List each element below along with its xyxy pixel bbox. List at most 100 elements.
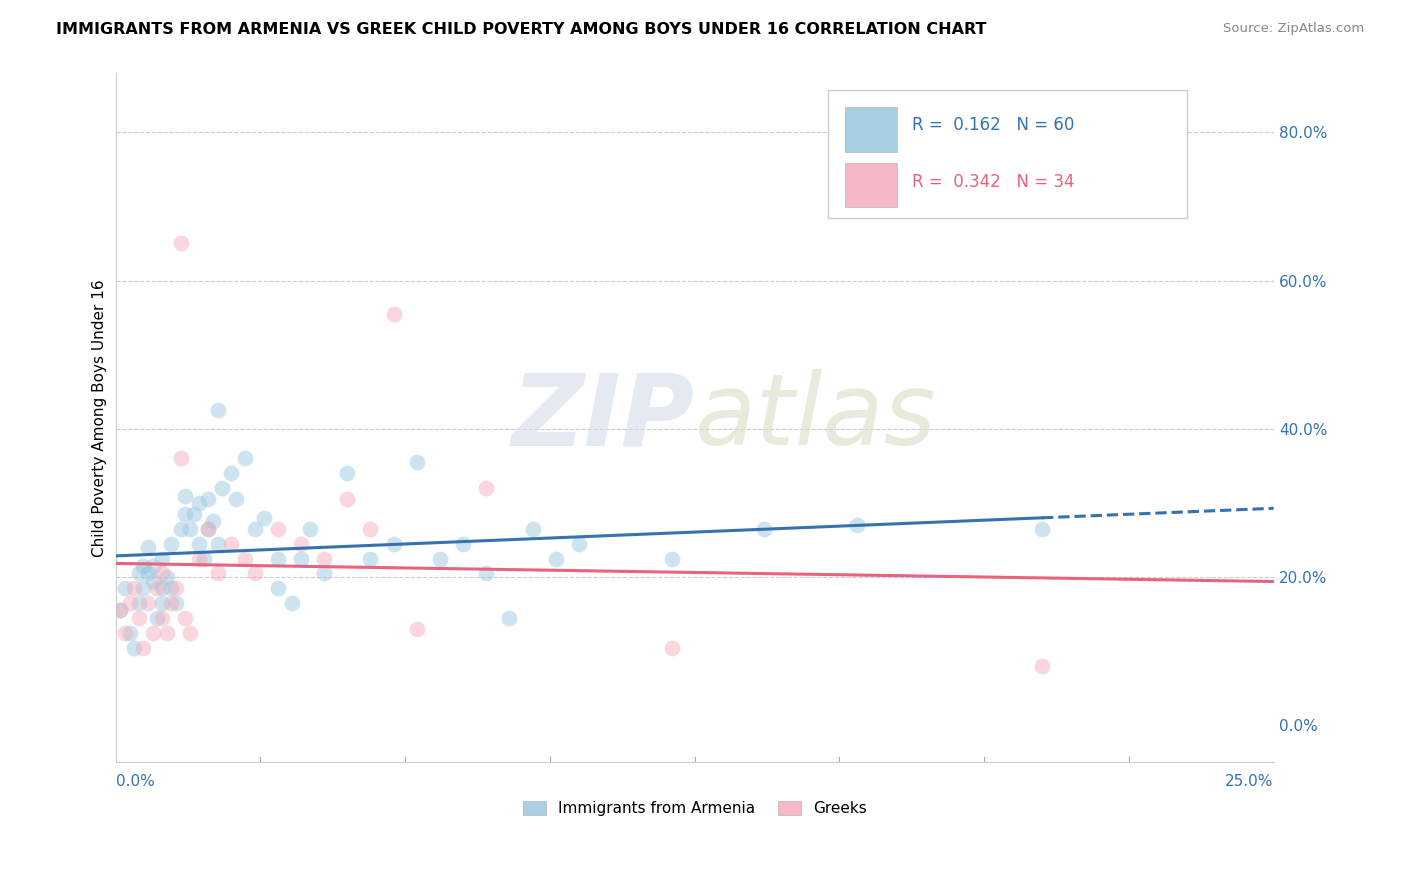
- Point: [290, 537, 312, 551]
- Point: [382, 307, 405, 321]
- Point: [160, 596, 183, 610]
- Point: [156, 570, 179, 584]
- Point: [314, 566, 336, 581]
- Text: IMMIGRANTS FROM ARMENIA VS GREEK CHILD POVERTY AMONG BOYS UNDER 16 CORRELATION C: IMMIGRANTS FROM ARMENIA VS GREEK CHILD P…: [56, 22, 987, 37]
- Point: [1031, 522, 1053, 536]
- Point: [475, 566, 498, 581]
- Point: [221, 467, 243, 481]
- Point: [280, 596, 302, 610]
- Point: [1031, 659, 1053, 673]
- Point: [451, 537, 474, 551]
- Text: 0.0%: 0.0%: [115, 773, 155, 789]
- Point: [405, 622, 427, 636]
- Point: [110, 603, 132, 617]
- Point: [110, 603, 132, 617]
- Point: [142, 559, 165, 574]
- Point: [359, 522, 381, 536]
- Point: [136, 566, 159, 581]
- Point: [336, 467, 359, 481]
- Point: [207, 566, 229, 581]
- Point: [299, 522, 322, 536]
- Point: [114, 581, 136, 595]
- Point: [314, 551, 336, 566]
- Point: [132, 640, 155, 655]
- Point: [142, 625, 165, 640]
- Point: [201, 515, 224, 529]
- Point: [267, 551, 290, 566]
- Point: [752, 522, 775, 536]
- Y-axis label: Child Poverty Among Boys Under 16: Child Poverty Among Boys Under 16: [93, 279, 107, 557]
- Text: atlas: atlas: [695, 369, 936, 467]
- Point: [174, 489, 197, 503]
- Point: [150, 596, 173, 610]
- Point: [169, 236, 191, 251]
- Point: [243, 566, 266, 581]
- Point: [197, 522, 219, 536]
- Point: [150, 611, 173, 625]
- Point: [122, 581, 145, 595]
- Point: [179, 522, 201, 536]
- Point: [174, 611, 197, 625]
- Point: [165, 596, 187, 610]
- Point: [142, 574, 165, 588]
- Point: [336, 492, 359, 507]
- Point: [128, 611, 150, 625]
- Point: [359, 551, 381, 566]
- Point: [405, 455, 427, 469]
- Point: [114, 625, 136, 640]
- Text: 25.0%: 25.0%: [1225, 773, 1274, 789]
- Point: [845, 518, 868, 533]
- Point: [128, 566, 150, 581]
- Point: [150, 566, 173, 581]
- Point: [150, 581, 173, 595]
- Point: [183, 507, 205, 521]
- Point: [188, 551, 211, 566]
- Point: [221, 537, 243, 551]
- Point: [197, 522, 219, 536]
- Point: [160, 581, 183, 595]
- Point: [169, 522, 191, 536]
- Point: [128, 596, 150, 610]
- Point: [179, 625, 201, 640]
- Point: [193, 551, 215, 566]
- Point: [118, 625, 141, 640]
- Text: Source: ZipAtlas.com: Source: ZipAtlas.com: [1223, 22, 1364, 36]
- Text: R =  0.162   N = 60: R = 0.162 N = 60: [912, 116, 1074, 134]
- Point: [207, 537, 229, 551]
- Point: [150, 551, 173, 566]
- Point: [132, 581, 155, 595]
- Point: [544, 551, 567, 566]
- Point: [122, 640, 145, 655]
- Point: [243, 522, 266, 536]
- Point: [498, 611, 520, 625]
- Point: [207, 403, 229, 417]
- Point: [382, 537, 405, 551]
- Point: [118, 596, 141, 610]
- Point: [146, 611, 169, 625]
- Point: [267, 522, 290, 536]
- Legend: Immigrants from Armenia, Greeks: Immigrants from Armenia, Greeks: [515, 793, 875, 823]
- FancyBboxPatch shape: [828, 90, 1187, 218]
- Point: [188, 537, 211, 551]
- Point: [235, 551, 257, 566]
- Text: ZIP: ZIP: [512, 369, 695, 467]
- Point: [225, 492, 247, 507]
- Point: [568, 537, 591, 551]
- FancyBboxPatch shape: [845, 107, 897, 153]
- Point: [522, 522, 544, 536]
- Point: [253, 510, 276, 524]
- Point: [136, 596, 159, 610]
- Point: [146, 581, 169, 595]
- Point: [429, 551, 451, 566]
- Point: [165, 581, 187, 595]
- Point: [197, 492, 219, 507]
- FancyBboxPatch shape: [845, 162, 897, 208]
- Point: [235, 451, 257, 466]
- Point: [156, 625, 179, 640]
- Point: [475, 481, 498, 495]
- Point: [661, 551, 683, 566]
- Text: R =  0.342   N = 34: R = 0.342 N = 34: [912, 173, 1074, 191]
- Point: [136, 541, 159, 555]
- Point: [169, 451, 191, 466]
- Point: [661, 640, 683, 655]
